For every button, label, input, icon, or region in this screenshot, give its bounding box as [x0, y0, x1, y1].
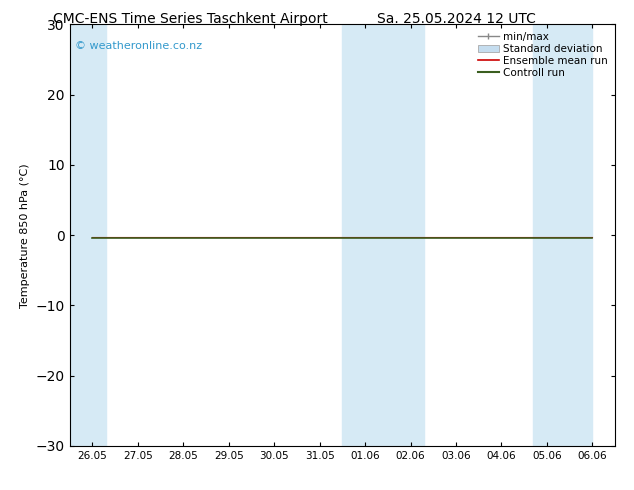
- Text: © weatheronline.co.nz: © weatheronline.co.nz: [75, 41, 202, 51]
- Bar: [70, 24, 106, 446]
- Y-axis label: Temperature 850 hPa (°C): Temperature 850 hPa (°C): [20, 163, 30, 308]
- Text: CMC-ENS Time Series Taschkent Airport: CMC-ENS Time Series Taschkent Airport: [53, 12, 328, 26]
- Text: Sa. 25.05.2024 12 UTC: Sa. 25.05.2024 12 UTC: [377, 12, 536, 26]
- Bar: [533, 24, 592, 446]
- Legend: min/max, Standard deviation, Ensemble mean run, Controll run: min/max, Standard deviation, Ensemble me…: [476, 30, 610, 80]
- Bar: [342, 24, 424, 446]
